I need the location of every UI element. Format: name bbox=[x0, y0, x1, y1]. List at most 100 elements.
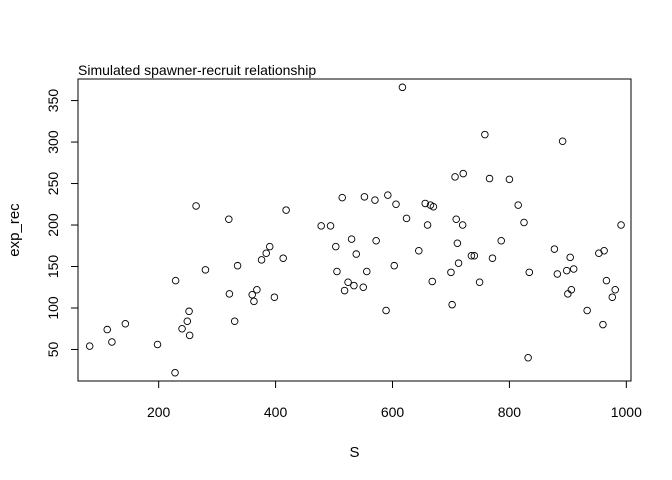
data-point bbox=[488, 254, 497, 262]
data-point bbox=[192, 202, 200, 210]
data-point bbox=[505, 175, 514, 184]
chart-title: Simulated spawner-recruit relationship bbox=[78, 62, 316, 78]
data-point bbox=[550, 245, 559, 253]
data-point bbox=[448, 300, 456, 309]
data-point bbox=[459, 169, 467, 178]
data-point bbox=[553, 270, 562, 278]
data-point bbox=[520, 218, 528, 227]
y-axis-label: exp_rec bbox=[6, 203, 23, 257]
data-point bbox=[608, 293, 617, 301]
x-tick-label: 200 bbox=[147, 404, 171, 420]
data-point bbox=[340, 286, 349, 295]
data-point bbox=[514, 201, 522, 209]
data-point bbox=[415, 246, 423, 255]
data-point bbox=[270, 293, 279, 301]
y-tick-label: 300 bbox=[45, 130, 61, 154]
data-point bbox=[85, 342, 94, 350]
data-point bbox=[602, 276, 611, 285]
data-point bbox=[562, 266, 571, 275]
data-point bbox=[371, 196, 379, 204]
data-point bbox=[103, 325, 111, 334]
data-point bbox=[617, 221, 625, 229]
data-point bbox=[452, 215, 460, 223]
data-point bbox=[262, 249, 270, 257]
data-point bbox=[428, 277, 436, 286]
data-point bbox=[257, 256, 266, 264]
data-point bbox=[350, 281, 358, 290]
data-point bbox=[524, 354, 532, 362]
data-point bbox=[525, 268, 534, 277]
data-point bbox=[171, 368, 179, 377]
data-point bbox=[282, 206, 290, 214]
data-point bbox=[338, 193, 346, 202]
x-tick-label: 800 bbox=[498, 404, 522, 420]
data-point bbox=[265, 242, 274, 251]
data-point bbox=[564, 290, 572, 298]
y-tick-label: 50 bbox=[45, 341, 61, 357]
data-point bbox=[347, 235, 356, 243]
y-axis: 50 100 150 200 250 300 350 bbox=[45, 89, 79, 357]
data-points bbox=[85, 83, 625, 377]
data-point bbox=[567, 285, 576, 294]
y-tick-label: 250 bbox=[45, 172, 61, 196]
data-point bbox=[583, 306, 591, 315]
data-point bbox=[600, 246, 608, 255]
data-point bbox=[447, 268, 455, 277]
data-point bbox=[569, 265, 578, 273]
data-point bbox=[481, 130, 489, 139]
data-point bbox=[153, 340, 162, 349]
data-point bbox=[382, 306, 390, 315]
data-point bbox=[233, 261, 242, 270]
data-point bbox=[611, 285, 619, 294]
data-point bbox=[451, 173, 459, 181]
data-point bbox=[467, 251, 476, 260]
data-point bbox=[458, 221, 467, 229]
x-tick-label: 1000 bbox=[611, 404, 642, 420]
data-point bbox=[360, 193, 369, 201]
data-point bbox=[225, 290, 234, 298]
data-point bbox=[390, 261, 399, 270]
data-point bbox=[253, 285, 261, 294]
data-point bbox=[333, 267, 341, 276]
data-point bbox=[183, 317, 192, 326]
y-tick-label: 150 bbox=[45, 255, 61, 279]
y-tick-label: 200 bbox=[45, 213, 61, 237]
data-point bbox=[421, 199, 429, 208]
plot-frame bbox=[77, 78, 632, 382]
data-point bbox=[108, 338, 116, 346]
x-tick-label: 600 bbox=[381, 404, 405, 420]
data-point bbox=[279, 254, 287, 262]
x-axis-label: S bbox=[349, 444, 359, 461]
data-point bbox=[423, 221, 432, 229]
data-point bbox=[185, 307, 193, 316]
data-point bbox=[429, 203, 438, 211]
data-point bbox=[470, 251, 479, 260]
data-point bbox=[317, 222, 325, 230]
y-tick-label: 100 bbox=[45, 296, 61, 320]
data-point bbox=[475, 278, 484, 287]
data-point bbox=[250, 297, 258, 306]
data-point bbox=[599, 320, 607, 329]
y-tick-label: 350 bbox=[45, 89, 61, 113]
data-point bbox=[185, 331, 194, 340]
data-point bbox=[332, 242, 340, 251]
data-point bbox=[485, 174, 494, 183]
data-point bbox=[566, 253, 574, 262]
data-point bbox=[201, 266, 210, 274]
data-point bbox=[497, 237, 505, 245]
data-point bbox=[248, 290, 256, 299]
data-point bbox=[372, 237, 380, 245]
data-point bbox=[402, 214, 411, 223]
data-point bbox=[344, 278, 352, 287]
data-point bbox=[398, 83, 407, 92]
data-point bbox=[384, 191, 392, 199]
data-point bbox=[171, 276, 180, 285]
data-point bbox=[392, 200, 400, 209]
data-point bbox=[359, 283, 368, 291]
data-point bbox=[121, 320, 130, 328]
x-axis: 200 400 600 800 1000 bbox=[147, 380, 642, 420]
data-point bbox=[453, 239, 462, 248]
data-point bbox=[326, 222, 335, 230]
data-point bbox=[178, 324, 186, 333]
